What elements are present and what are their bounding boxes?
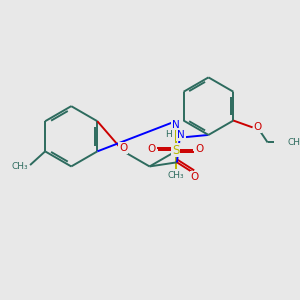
Text: O: O <box>190 172 199 182</box>
Text: O: O <box>119 143 128 153</box>
Text: O: O <box>148 144 156 154</box>
Text: CH₃: CH₃ <box>11 162 28 171</box>
Text: O: O <box>254 122 262 132</box>
Text: O: O <box>195 144 204 154</box>
Text: CH₃: CH₃ <box>167 171 184 180</box>
Text: N: N <box>177 130 185 140</box>
Text: N: N <box>172 119 179 130</box>
Text: CH₃: CH₃ <box>288 138 300 147</box>
Text: S: S <box>172 143 179 157</box>
Text: H: H <box>165 130 172 140</box>
